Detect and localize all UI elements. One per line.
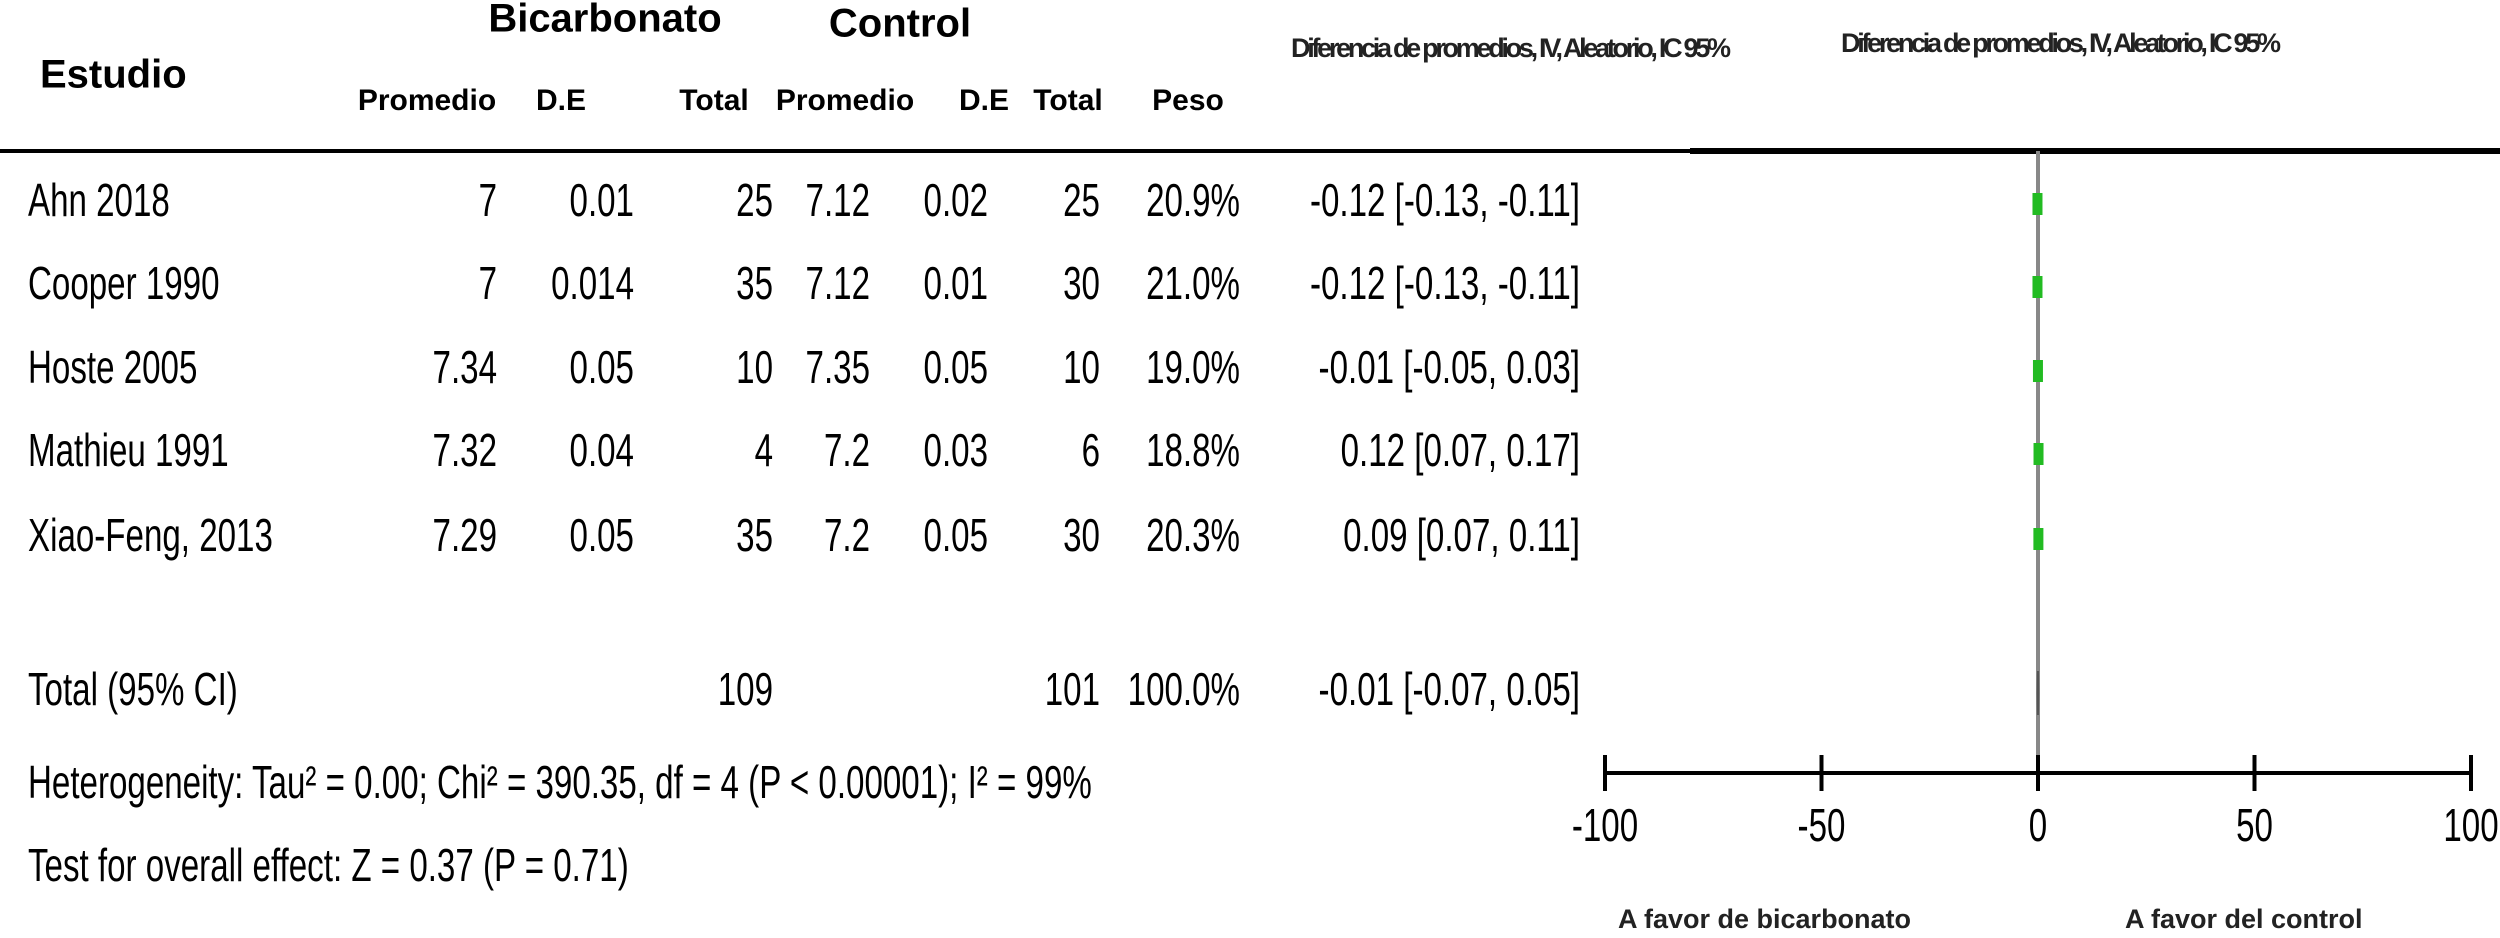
column-header: Total: [679, 84, 748, 117]
cell: 10: [1063, 343, 1100, 393]
overall-effect: Test for overall effect: Z = 0.37 (P = 0…: [28, 841, 629, 891]
cell: 100.0%: [1128, 665, 1240, 715]
column-header: D.E: [959, 84, 1009, 117]
cell: 7.2: [824, 511, 870, 561]
effect-label: -0.12 [-0.13, -0.11]: [1310, 176, 1580, 226]
favors-right: A favor del control: [2125, 904, 2363, 934]
cell: 35: [736, 259, 773, 309]
cell: 0.02: [924, 176, 988, 226]
cell: 0.04: [570, 426, 634, 476]
cell: 7.35: [806, 343, 870, 393]
cell: 6: [1082, 426, 1100, 476]
study-name: Cooper 1990: [28, 259, 220, 309]
plot: -100 -50 0 50 100 A favor de bicarbonato A fav…: [1572, 151, 2499, 934]
x-tick-label: -50: [1798, 801, 1846, 851]
effect-label: 0.09 [0.07, 0.11]: [1343, 511, 1580, 561]
column-header: Promedio: [358, 84, 496, 117]
total-label: Total (95% CI): [28, 665, 238, 715]
study-header: Estudio: [40, 53, 187, 97]
cell: 10: [736, 343, 773, 393]
cell: 25: [736, 176, 773, 226]
cell: 30: [1063, 259, 1100, 309]
cell: 109: [718, 665, 773, 715]
cell: 7.12: [806, 259, 870, 309]
cell: 0.01: [570, 176, 634, 226]
cell: 0.03: [924, 426, 988, 476]
study-name: Hoste 2005: [28, 343, 197, 393]
cell: 7.29: [433, 511, 497, 561]
cell: 30: [1063, 511, 1100, 561]
study-name: Xiao-Feng, 2013: [28, 511, 273, 561]
study-name: Mathieu 1991: [28, 426, 229, 476]
effect-square: [2033, 443, 2044, 465]
effect-square: [2032, 276, 2043, 298]
heterogeneity: Heterogeneity: Tau² = 0.00; Chi² = 390.3…: [28, 758, 1092, 808]
column-header: D.E: [536, 84, 586, 117]
cell: 18.8%: [1146, 426, 1240, 476]
cell: 0.05: [924, 511, 988, 561]
cell: 21.0%: [1146, 259, 1240, 309]
effect-label: -0.01 [-0.05, 0.03]: [1319, 343, 1580, 393]
column-header: Promedio: [776, 84, 914, 117]
effect-label: -0.12 [-0.13, -0.11]: [1310, 259, 1580, 309]
group2-header: Control: [829, 2, 971, 46]
cell: 7: [479, 259, 497, 309]
cell: 19.0%: [1146, 343, 1240, 393]
x-tick-label: -100: [1572, 801, 1638, 851]
cell: 0.01: [924, 259, 988, 309]
cell: 20.9%: [1146, 176, 1240, 226]
table: Ahn 2018 7 0.01 25 7.12 0.02 25 20.9% -0.12 [-0.…: [28, 176, 1580, 891]
effect-header: Diferencia de promedios, IV, Aleatorio, …: [1291, 33, 1731, 63]
effect-square: [2032, 193, 2043, 215]
cell: 7.2: [824, 426, 870, 476]
cell: 0.05: [924, 343, 988, 393]
cell: 7.34: [433, 343, 497, 393]
cell: 7: [479, 176, 497, 226]
cell: 7.32: [433, 426, 497, 476]
cell: 35: [736, 511, 773, 561]
plot-header: Diferencia de promedios, IV, Aleatorio, …: [1841, 28, 2281, 58]
column-header: Total: [1033, 84, 1102, 117]
cell: 20.3%: [1146, 511, 1240, 561]
cell: 0.05: [570, 511, 634, 561]
cell: 101: [1045, 665, 1100, 715]
x-tick-label: 0: [2029, 801, 2047, 851]
cell: 7.12: [806, 176, 870, 226]
x-tick-label: 100: [2443, 801, 2498, 851]
cell: 4: [755, 426, 773, 476]
study-name: Ahn 2018: [28, 176, 170, 226]
effect-label: -0.01 [-0.07, 0.05]: [1319, 665, 1580, 715]
x-tick-label: 50: [2236, 801, 2273, 851]
favors-left: A favor de bicarbonato: [1618, 904, 1911, 934]
group1-header: Bicarbonato: [488, 0, 721, 41]
cell: 25: [1063, 176, 1100, 226]
column-header: Peso: [1152, 84, 1224, 117]
effect-label: 0.12 [0.07, 0.17]: [1341, 426, 1580, 476]
total-diamond: [2036, 670, 2040, 716]
cell: 0.05: [570, 343, 634, 393]
effect-square: [2032, 360, 2043, 382]
effect-square: [2033, 528, 2044, 550]
cell: 0.014: [551, 259, 634, 309]
